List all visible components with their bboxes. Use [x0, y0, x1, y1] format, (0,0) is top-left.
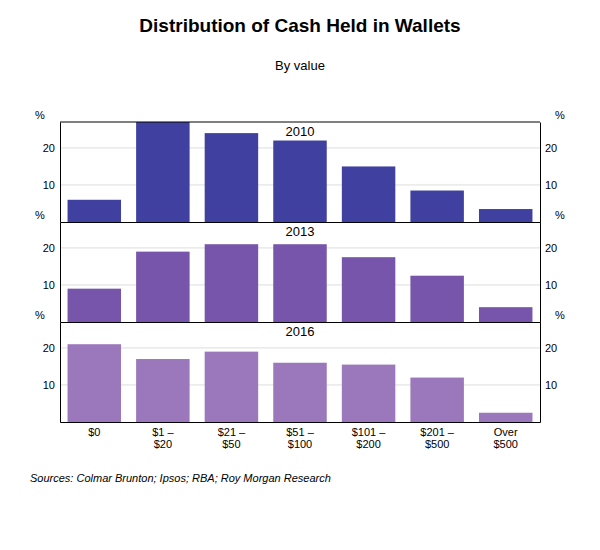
x-axis-line — [61, 222, 541, 223]
y-axis-label: % — [35, 209, 45, 221]
y-axis: 10 20 — [43, 323, 61, 423]
y-axis-line — [60, 123, 61, 223]
bar — [68, 200, 121, 222]
bar — [342, 166, 395, 222]
x-tick-label: $51 –$100 — [286, 426, 314, 451]
y-tick: 10 — [43, 379, 60, 391]
x-axis — [61, 322, 541, 323]
y2-tick-label: 20 — [545, 142, 557, 154]
x-tick-label: $101 –$200 — [352, 426, 387, 451]
y2-tick-label: 20 — [545, 242, 557, 254]
x-tick: $0 — [88, 422, 100, 438]
panel-label: 2013 — [286, 224, 315, 239]
y-tick-label: 10 — [43, 179, 55, 191]
bar — [342, 365, 395, 422]
y-axis: 10 20 — [43, 123, 61, 223]
y2-axis-label: % — [555, 109, 565, 121]
y2-tick: 10 — [540, 179, 557, 191]
bar — [273, 244, 326, 322]
bar — [410, 191, 463, 222]
x-tick: $1 –$20 — [152, 422, 174, 450]
y-tick-label: 20 — [43, 142, 55, 154]
panel: 10 20 10 20%% 2013 — [35, 209, 565, 323]
y-tick-label: 20 — [43, 342, 55, 354]
y2-axis: 10 20 — [540, 223, 557, 323]
y2-tick-label: 10 — [545, 379, 557, 391]
panel-label: 2016 — [286, 324, 315, 339]
y-tick-label: 10 — [43, 379, 55, 391]
x-tick-label: $201 –$500 — [420, 426, 455, 451]
y2-axis: 10 20 — [540, 323, 557, 423]
x-axis-line — [61, 322, 541, 323]
y2-tick: 10 — [540, 379, 557, 391]
y2-axis-label: % — [555, 309, 565, 321]
y2-axis-line — [540, 123, 541, 223]
bar — [68, 289, 121, 322]
x-tick: $21 –$50 — [218, 422, 246, 450]
bar — [479, 209, 532, 222]
bar — [479, 413, 532, 422]
y2-tick-label: 20 — [545, 342, 557, 354]
y-axis-label: % — [35, 109, 45, 121]
bar — [205, 352, 258, 422]
y2-tick-label: 10 — [545, 179, 557, 191]
bar — [342, 257, 395, 322]
bar — [205, 133, 258, 222]
x-axis: $0 $1 –$20 $21 –$50 $51 –$100 $101 –$200 $201… — [61, 422, 541, 450]
y2-axis-label: % — [555, 209, 565, 221]
panel: 10 20 10 20%% $0 $1 –$20 $21 –$50 $51 –$100 $101… — [35, 309, 565, 450]
panel: 10201020%%2010 — [35, 109, 565, 223]
bar — [479, 307, 532, 322]
x-tick: $201 –$500 — [420, 422, 455, 450]
grid-line — [60, 347, 540, 348]
bar — [410, 378, 463, 422]
title: Distribution of Cash Held in Wallets — [139, 15, 460, 36]
bars — [68, 344, 533, 422]
y2-tick-label: 10 — [545, 279, 557, 291]
y2-tick: 20 — [540, 242, 557, 254]
bar — [205, 244, 258, 322]
plot-frame-top — [60, 122, 540, 123]
y-tick: 10 — [43, 179, 60, 191]
y-tick: 20 — [43, 242, 60, 254]
x-tick: Over$500 — [493, 422, 517, 450]
bar — [68, 344, 121, 422]
x-tick-label: $1 –$20 — [152, 426, 174, 451]
y-tick-label: 10 — [43, 279, 55, 291]
y-axis-line — [60, 323, 61, 423]
chart: Distribution of Cash Held in Wallets By v… — [0, 0, 600, 550]
y2-axis: 10 20 — [540, 123, 557, 223]
y-axis-label: % — [35, 309, 45, 321]
x-tick-label: $21 –$50 — [218, 426, 246, 451]
y2-tick: 20 — [540, 142, 557, 154]
subtitle: By value — [275, 58, 325, 73]
y-axis-line — [60, 223, 61, 323]
bars — [68, 122, 533, 222]
y-tick: 20 — [43, 342, 60, 354]
y-tick: 20 — [43, 142, 60, 154]
x-tick: $51 –$100 — [286, 422, 314, 450]
bar — [136, 252, 189, 322]
panel-label: 2010 — [286, 124, 315, 139]
y2-axis-line — [540, 323, 541, 423]
x-tick-label: Over$500 — [493, 426, 517, 451]
source: Sources: Colmar Brunton; Ipsos; RBA; Roy… — [30, 472, 331, 484]
x-tick-label: $0 — [88, 426, 100, 438]
y-tick: 10 — [43, 279, 60, 291]
x-axis — [61, 222, 541, 223]
bar — [273, 141, 326, 222]
bar — [410, 276, 463, 322]
bar — [136, 122, 189, 222]
x-tick: $101 –$200 — [352, 422, 387, 450]
bar — [136, 359, 189, 422]
y2-tick: 20 — [540, 342, 557, 354]
bar — [273, 363, 326, 422]
y-axis: 10 20 — [43, 223, 61, 323]
y2-axis-line — [540, 223, 541, 323]
bars — [68, 244, 533, 322]
y2-tick: 10 — [540, 279, 557, 291]
x-axis-line — [61, 422, 541, 423]
y-tick-label: 20 — [43, 242, 55, 254]
